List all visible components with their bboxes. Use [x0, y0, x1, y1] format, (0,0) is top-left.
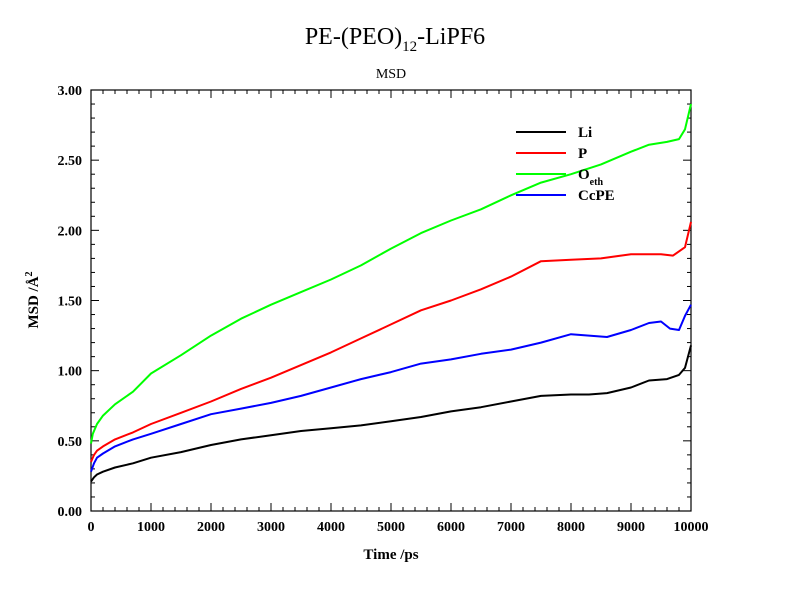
- x-tick-label: 5000: [377, 520, 405, 535]
- y-axis-label: MSD /Å2: [24, 271, 42, 328]
- y-tick-label: 0.00: [58, 505, 83, 520]
- x-tick-label: 10000: [674, 520, 709, 535]
- legend-label-p: P: [578, 146, 587, 162]
- legend-label-oeth: Oeth: [578, 167, 603, 188]
- x-tick-label: 0: [88, 520, 95, 535]
- x-tick-label: 3000: [257, 520, 285, 535]
- series-line-oeth: [90, 103, 692, 444]
- legend-label-ccpe: CcPE: [578, 188, 615, 204]
- series-line-li: [90, 345, 692, 483]
- x-tick-label: 4000: [317, 520, 345, 535]
- x-tick-label: 7000: [497, 520, 525, 535]
- y-tick-label: 0.50: [58, 435, 83, 450]
- x-axis-label: Time /ps: [363, 547, 418, 563]
- chart-subtitle: MSD: [376, 67, 406, 82]
- chart-title: PE-(PEO)12-LiPF6: [305, 24, 485, 55]
- x-tick-label: 9000: [617, 520, 645, 535]
- y-tick-label: 1.50: [58, 295, 83, 310]
- legend-label-li: Li: [578, 125, 592, 141]
- plot-area-frame: [90, 89, 692, 512]
- x-tick-label: 8000: [557, 520, 585, 535]
- x-tick-label: 2000: [197, 520, 225, 535]
- series-line-p: [90, 221, 692, 463]
- y-tick-label: 3.00: [58, 84, 83, 99]
- x-tick-label: 1000: [137, 520, 165, 535]
- series-line-ccpe: [90, 304, 692, 473]
- y-tick-label: 2.00: [58, 224, 83, 239]
- x-tick-label: 6000: [437, 520, 465, 535]
- y-tick-label: 2.50: [58, 154, 83, 169]
- y-tick-label: 1.00: [58, 365, 83, 380]
